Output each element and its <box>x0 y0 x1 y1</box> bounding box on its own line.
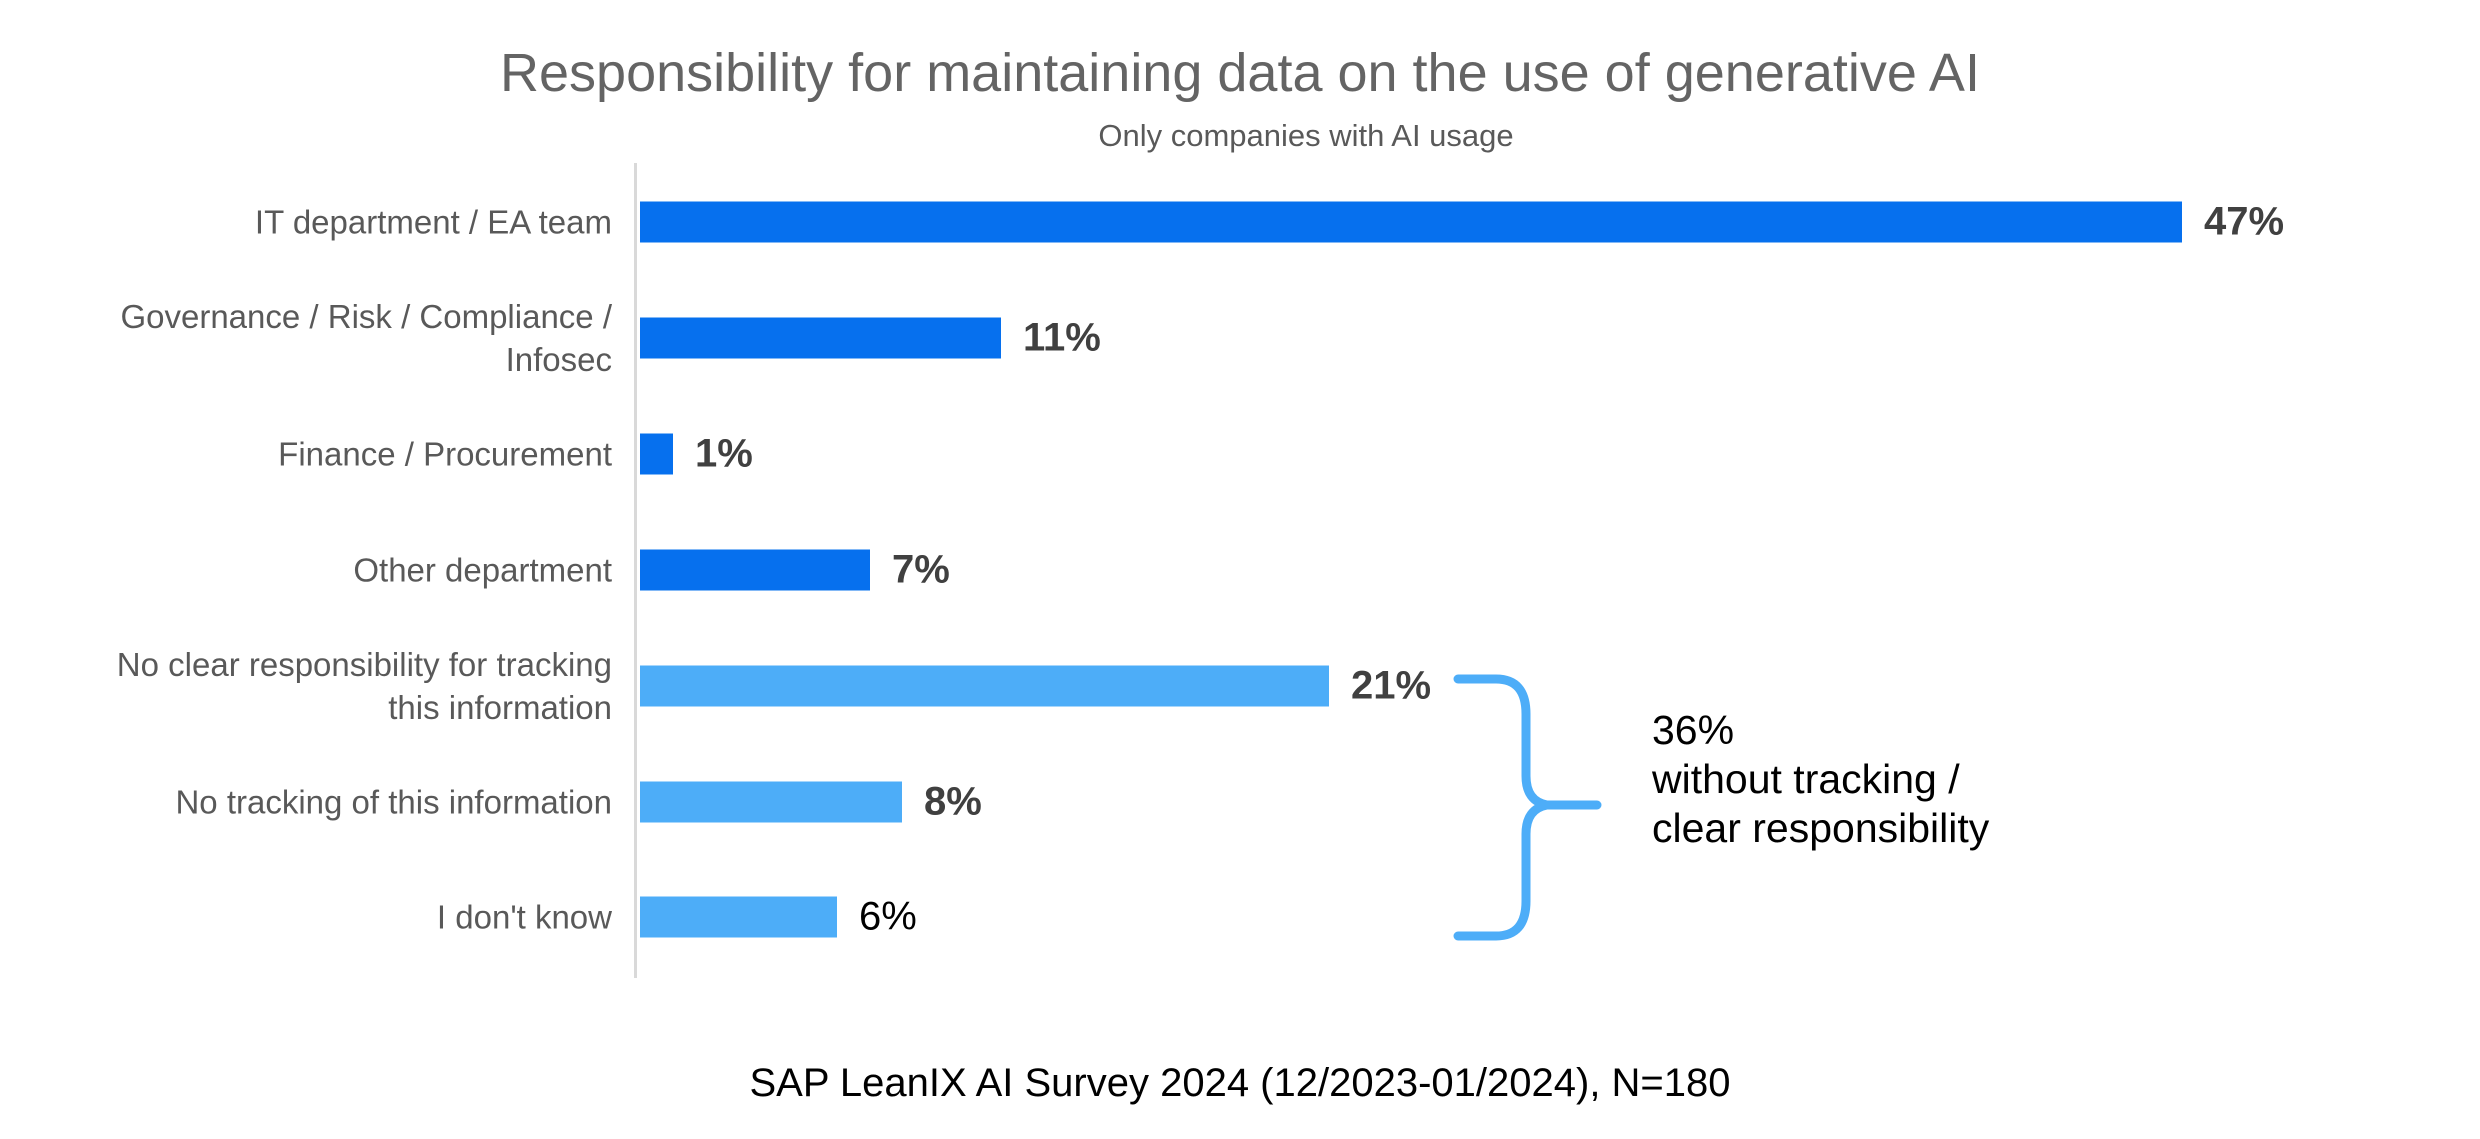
bar <box>640 549 870 591</box>
category-label: Governance / Risk / Compliance / Infosec <box>120 298 612 378</box>
bar-row: No clear responsibility for tracking this… <box>0 628 2480 744</box>
value-label: 1% <box>695 431 753 476</box>
bar-row: Finance / Procurement 1% <box>0 396 2480 512</box>
category-label: I don't know <box>436 898 612 936</box>
chart-subtitle: Only companies with AI usage <box>1098 118 1514 153</box>
bar-row: No tracking of this information 8% <box>0 744 2480 860</box>
bar-row: Other department 7% <box>0 512 2480 628</box>
source-note: SAP LeanIX AI Survey 2024 (12/2023-01/20… <box>749 1061 1731 1105</box>
bar-row: IT department / EA team 47% <box>0 164 2480 280</box>
annotation-line: clear responsibility <box>1652 805 1990 851</box>
chart-title: Responsibility for maintaining data on t… <box>500 43 1980 103</box>
value-label: 47% <box>2204 199 2285 244</box>
value-label: 11% <box>1023 315 1101 360</box>
bar <box>640 317 1001 359</box>
bar <box>640 433 673 475</box>
annotation-36pct: 36% without tracking / clear responsibil… <box>1652 706 1989 853</box>
value-label: 6% <box>859 894 917 939</box>
value-label: 8% <box>924 779 982 824</box>
category-label: Finance / Procurement <box>278 435 612 473</box>
y-axis-line <box>634 163 637 978</box>
category-label: No clear responsibility for tracking this… <box>116 646 612 726</box>
bar <box>640 665 1329 707</box>
value-label: 7% <box>892 547 950 592</box>
annotation-line: 36% <box>1652 707 1735 753</box>
value-label: 21% <box>1351 663 1432 708</box>
bar <box>640 896 837 938</box>
bar <box>640 201 2182 243</box>
category-label: Other department <box>353 551 612 589</box>
category-label: IT department / EA team <box>254 203 612 241</box>
category-label: No tracking of this information <box>175 783 612 821</box>
bar <box>640 781 902 823</box>
annotation-line: without tracking / <box>1652 756 1960 802</box>
bar-row: Governance / Risk / Compliance / Infosec 1… <box>0 280 2480 396</box>
bar-row: I don't know 6% <box>0 859 2480 975</box>
